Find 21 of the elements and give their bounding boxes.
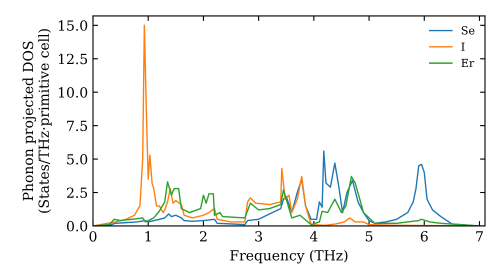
x-tick-label: 5 [366, 231, 372, 242]
y-tick-label: 5.0 [67, 154, 88, 165]
x-tick-label: 3 [255, 231, 262, 242]
legend-label: Se [462, 26, 474, 35]
legend-label: Er [461, 58, 474, 68]
y-tick-label: 0.0 [66, 220, 88, 232]
x-tick-label: 0 [89, 231, 96, 242]
y-tick-label: 10.0 [58, 87, 88, 98]
x-tick-label: 2 [200, 231, 206, 242]
legend-label: I [461, 42, 465, 51]
y-axis-title: Phonon projected DOS (States/THz·primitive cell) [22, 29, 52, 213]
y-tick-label: 12.5 [58, 54, 88, 64]
y-tick-label: 15.0 [58, 20, 88, 31]
x-tick-label: 7 [476, 231, 483, 242]
x-tick-label: 6 [420, 231, 428, 242]
x-axis-title: Frequency (THz) [230, 250, 348, 264]
line-series [93, 176, 480, 226]
x-tick-label: 4 [310, 231, 318, 242]
y-tick-label: 2.5 [66, 187, 88, 198]
x-tick-label: 1 [145, 231, 151, 242]
y-tick-label: 7.5 [67, 120, 88, 132]
